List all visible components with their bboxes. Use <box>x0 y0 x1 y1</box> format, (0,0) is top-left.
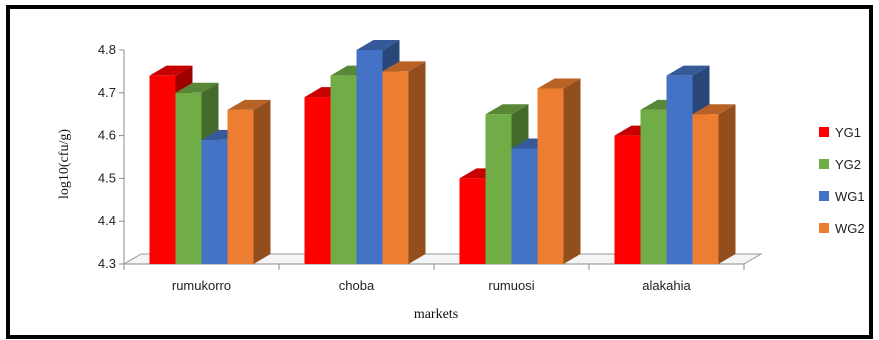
bar-wg2-rumuosi <box>537 78 581 265</box>
legend-label: YG1 <box>835 125 861 140</box>
bar-top <box>485 104 529 115</box>
bar-top <box>227 99 271 110</box>
bar-front <box>201 139 228 264</box>
bar-front <box>175 92 202 264</box>
bar-side <box>718 104 736 264</box>
bar-top <box>537 78 581 89</box>
x-tick-label: rumukorro <box>172 278 231 293</box>
bar-wg2-alakahia <box>692 104 736 264</box>
bar-marks <box>149 40 736 265</box>
y-tick-label: 4.5 <box>98 170 116 185</box>
x-tick-label: alakahia <box>642 278 691 293</box>
bar-wg2-choba <box>382 61 426 265</box>
legend-label: WG1 <box>835 189 865 204</box>
category-labels: rumukorro choba rumuosi alakahia <box>172 278 692 293</box>
chart-axes: 4.3 4.4 4.5 4.6 4.7 4.8 <box>98 42 745 271</box>
y-tick-label: 4.7 <box>98 85 116 100</box>
y-tick-label: 4.3 <box>98 256 116 271</box>
legend-label: YG2 <box>835 157 861 172</box>
legend-label: WG2 <box>835 221 865 236</box>
bar-front <box>382 71 409 265</box>
legend-item-wg1: WG1 <box>819 189 865 204</box>
bar-front <box>330 75 357 265</box>
legend-item-yg2: YG2 <box>819 157 861 172</box>
y-tick-label: 4.8 <box>98 42 116 57</box>
y-tick-label: 4.6 <box>98 128 116 143</box>
legend-item-wg2: WG2 <box>819 221 865 236</box>
bar-front <box>537 88 564 265</box>
bar-top <box>382 61 426 72</box>
bar-top <box>175 82 219 93</box>
legend-swatch <box>819 223 829 233</box>
x-tick-label: rumuosi <box>488 278 534 293</box>
y-tick-label: 4.4 <box>98 213 116 228</box>
bar-front <box>485 114 512 264</box>
bar-top <box>692 104 736 115</box>
bar-top <box>356 40 400 50</box>
bar-front <box>356 50 383 264</box>
bar-front <box>511 148 538 264</box>
bar-front <box>227 109 254 264</box>
y-axis-title: log10(cfu/g) <box>57 129 72 199</box>
bar-side <box>563 78 581 265</box>
bar-front <box>692 114 719 264</box>
bar-front <box>640 109 667 264</box>
bar-top <box>666 65 710 76</box>
bar-chart: 4.3 4.4 4.5 4.6 4.7 4.8 rumukorro choba rumuosi… <box>57 40 865 322</box>
legend-item-yg1: YG1 <box>819 125 861 140</box>
bar-side <box>408 61 426 265</box>
bar-front <box>666 75 693 265</box>
chart-frame: 4.3 4.4 4.5 4.6 4.7 4.8 rumukorro choba rumuosi… <box>6 5 873 339</box>
legend: YG1 YG2 WG1 WG2 <box>819 125 865 236</box>
bar-front <box>149 75 176 265</box>
bar-front <box>459 178 486 264</box>
x-tick-label: choba <box>339 278 375 293</box>
legend-swatch <box>819 159 829 169</box>
bar-wg2-rumukorro <box>227 99 271 264</box>
bar-side <box>253 99 271 264</box>
legend-swatch <box>819 127 829 137</box>
bar-front <box>304 97 331 264</box>
bar-front <box>614 135 641 264</box>
x-axis-title: markets <box>414 307 458 322</box>
bar-top <box>149 65 193 76</box>
legend-swatch <box>819 191 829 201</box>
